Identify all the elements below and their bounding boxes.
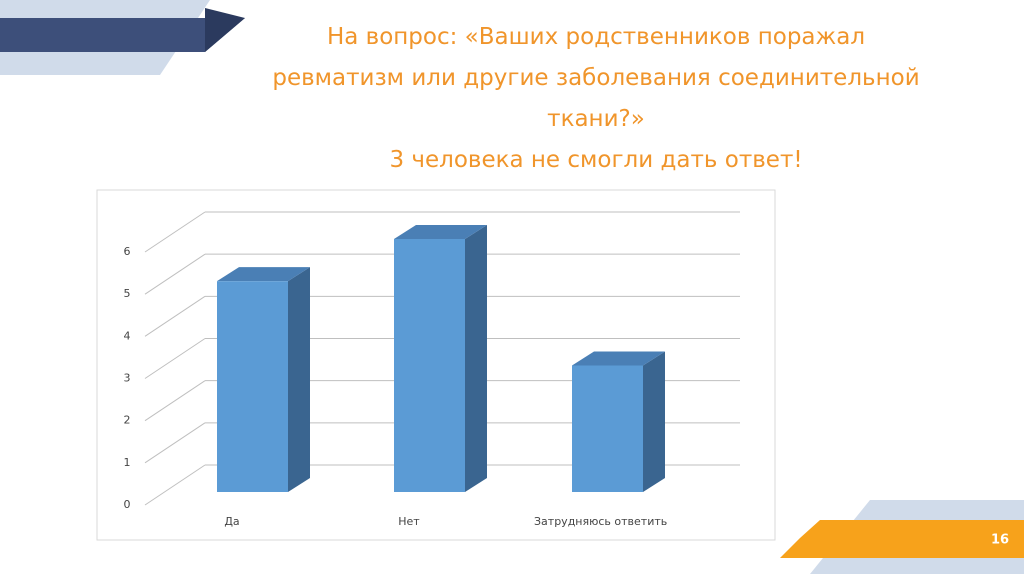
title-line: ткани?» bbox=[547, 106, 645, 132]
bar bbox=[394, 239, 465, 492]
grid-line bbox=[144, 253, 206, 295]
bar-top bbox=[572, 351, 665, 366]
decor bbox=[0, 18, 245, 52]
y-tick-label: 5 bbox=[124, 287, 131, 300]
grid-line bbox=[144, 464, 206, 506]
title-line: На вопрос: «Ваших родственников поражал bbox=[327, 24, 865, 50]
y-tick-label: 1 bbox=[124, 456, 131, 469]
bar bbox=[217, 281, 288, 492]
bar-top bbox=[217, 267, 310, 282]
decor bbox=[205, 8, 245, 52]
bar-top bbox=[394, 225, 487, 239]
y-tick-label: 2 bbox=[124, 414, 131, 427]
page-number: 16 bbox=[991, 533, 1009, 548]
x-tick-label: Да bbox=[224, 515, 239, 528]
grid-line bbox=[144, 338, 206, 379]
grid-line bbox=[144, 295, 206, 337]
y-tick-label: 6 bbox=[124, 245, 131, 258]
y-tick-label: 3 bbox=[124, 372, 131, 385]
subtitle: 3 человека не смогли дать ответ! bbox=[389, 147, 802, 173]
bar-side bbox=[465, 225, 487, 492]
x-tick-label: Нет bbox=[398, 515, 420, 528]
bar-side bbox=[643, 351, 665, 492]
bar-side bbox=[288, 267, 310, 492]
grid-line bbox=[144, 422, 206, 464]
title-line: ревматизм или другие заболевания соедини… bbox=[272, 65, 919, 91]
grid-line bbox=[144, 380, 206, 422]
grid-line bbox=[144, 211, 206, 253]
y-tick-label: 0 bbox=[124, 498, 131, 511]
bar bbox=[572, 365, 643, 492]
y-tick-label: 4 bbox=[124, 329, 131, 342]
page-band bbox=[780, 520, 1024, 558]
x-tick-label: Затрудняюсь ответить bbox=[534, 515, 667, 528]
